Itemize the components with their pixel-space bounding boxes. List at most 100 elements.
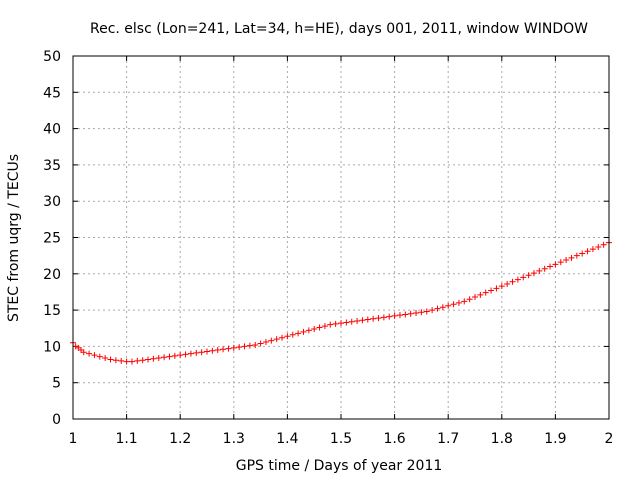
data-point [589,246,596,253]
data-point [311,325,318,332]
data-point [472,294,478,301]
data-point [86,350,93,357]
data-point [557,259,564,266]
x-tick-label: 1.6 [383,431,405,447]
data-point [91,352,98,359]
data-point [520,274,527,281]
data-point [439,304,446,311]
data-point [80,349,87,356]
data-point [573,252,580,259]
data-point [262,339,269,346]
grid-lines [73,56,609,419]
data-point [284,333,291,340]
data-points [70,239,612,365]
data-point [600,241,607,248]
data-point [450,301,457,308]
plot-frame [72,55,610,420]
data-point [198,349,205,356]
data-point [155,355,162,362]
data-point [402,311,409,318]
x-tick-label: 1.3 [223,431,245,447]
data-point [102,355,109,362]
data-point [204,348,210,355]
data-point [380,314,387,321]
data-point [343,319,350,326]
x-tick-label: 1.7 [437,431,459,447]
data-point [354,317,361,324]
chart-title: Rec. elsc (Lon=241, Lat=34, h=HE), days … [90,21,588,37]
data-point [541,265,548,272]
data-point [150,355,157,362]
y-tick-label: 0 [52,412,61,428]
data-point [498,283,505,290]
data-point [236,344,243,351]
data-point [504,280,511,287]
data-point [225,345,232,352]
data-point [530,270,537,277]
data-point [391,312,398,319]
data-point [525,272,532,279]
data-point [139,357,146,364]
x-tick-label: 1.5 [330,431,352,447]
x-tick-label: 1.9 [544,431,566,447]
y-tick-label: 20 [43,267,61,283]
data-point [193,349,200,356]
data-point [461,298,468,305]
data-point [547,263,554,270]
data-point [123,358,130,365]
data-point [279,334,286,341]
data-point [563,257,570,264]
data-point [407,310,414,317]
data-point [257,340,264,347]
x-tick-label: 2 [605,431,614,447]
data-point [273,336,280,343]
data-point [161,354,168,361]
data-point [552,261,559,268]
data-point [482,289,489,296]
data-point [295,330,302,337]
data-point [112,357,119,364]
y-axis-label: STEC from uqrg / TECUs [6,154,22,322]
data-point [182,351,189,358]
axis-ticks: 1 1.1 1.2 1.3 1.4 1.5 1.6 1.7 1.8 1.9 205101520253… [43,49,613,447]
data-point [396,312,403,319]
data-point [338,320,344,327]
data-point [514,276,521,283]
data-point [509,278,516,285]
x-tick-label: 1.2 [169,431,191,447]
data-point [289,331,296,338]
data-point [364,316,371,323]
data-point [300,328,307,335]
data-point [579,250,586,257]
data-point [536,267,543,274]
data-point [429,307,436,314]
data-point [214,347,221,354]
y-tick-label: 5 [52,376,61,392]
data-point [246,342,253,349]
data-point [359,317,366,324]
data-point [72,343,79,350]
data-point [488,287,495,294]
data-point [595,243,602,250]
data-point [466,296,473,303]
y-tick-label: 25 [43,231,61,247]
data-point [423,308,430,315]
data-point [434,305,441,312]
data-point [107,356,114,363]
x-tick-label: 1.4 [276,431,298,447]
x-tick-label: 1.1 [115,431,137,447]
data-point [316,324,323,331]
data-point [118,357,125,364]
data-point [568,254,575,261]
data-point [134,357,141,364]
data-point [241,343,248,350]
data-point [584,248,591,255]
data-point [128,358,135,365]
data-point [96,353,103,360]
y-tick-label: 40 [43,122,61,138]
data-point [348,318,355,325]
data-point [252,341,259,348]
data-point [418,309,425,316]
data-point [477,291,484,298]
data-point [370,315,377,322]
